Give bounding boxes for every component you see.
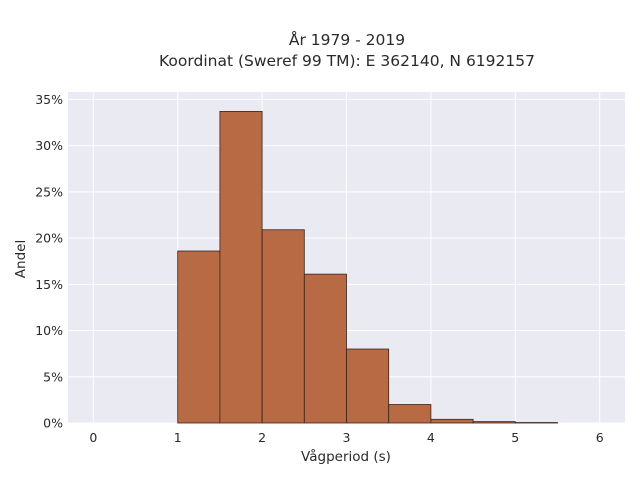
x-tick-label: 6: [596, 430, 604, 445]
y-tick-label: 30%: [35, 138, 63, 153]
x-tick-label: 5: [511, 430, 519, 445]
x-axis-label: Vågperiod (s): [301, 448, 391, 465]
histogram-bar: [177, 250, 221, 424]
x-tick-label: 2: [258, 430, 266, 445]
histogram-bar: [303, 273, 347, 424]
y-tick-label: 0%: [43, 416, 63, 431]
histogram-bar: [472, 421, 516, 424]
chart-title-line1: År 1979 - 2019: [289, 30, 405, 49]
x-tick-label: 3: [343, 430, 351, 445]
histogram-bars: [177, 111, 558, 424]
x-tick-label: 1: [174, 430, 182, 445]
histogram-bar: [261, 229, 305, 424]
y-tick-label: 25%: [35, 184, 63, 199]
y-tick-label: 5%: [43, 369, 63, 384]
histogram-bar: [346, 348, 390, 424]
histogram-bar: [430, 418, 474, 424]
y-tick-label: 10%: [35, 323, 63, 338]
chart-title-line2: Koordinat (Sweref 99 TM): E 362140, N 61…: [159, 52, 535, 70]
x-tick-label: 4: [427, 430, 435, 445]
y-tick-label: 20%: [35, 231, 63, 246]
y-axis-label: Andel: [13, 240, 29, 278]
x-tick-label: 0: [89, 430, 97, 445]
histogram-bar: [219, 111, 263, 424]
axis-ticks: 0 1 2 3 4 5 6 0% 5% 10% 15% 20% 25% 30% 35%: [35, 92, 604, 445]
y-tick-label: 35%: [35, 92, 63, 107]
histogram-bar: [388, 404, 432, 424]
y-tick-label: 15%: [35, 277, 63, 292]
